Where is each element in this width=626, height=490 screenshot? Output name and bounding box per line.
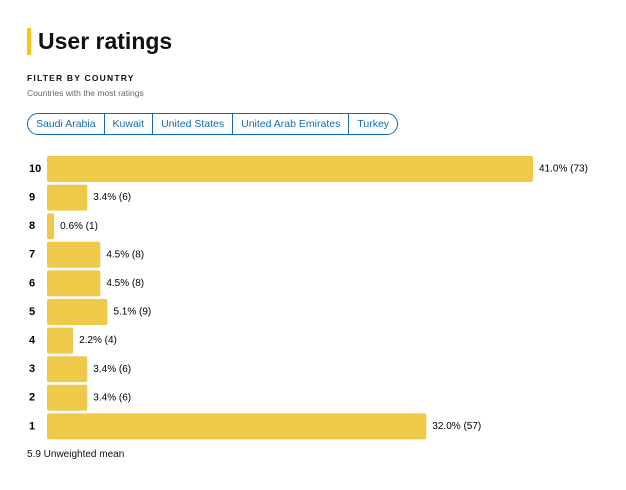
- rating-label: 3: [29, 363, 35, 375]
- subtitle: Countries with the most ratings: [27, 88, 144, 98]
- bar: [47, 299, 108, 325]
- bar: [47, 213, 55, 240]
- bar: [47, 413, 427, 440]
- filter-button[interactable]: United Arab Emirates: [232, 114, 348, 134]
- rating-label: 4: [29, 335, 36, 347]
- rating-label: 9: [29, 192, 35, 204]
- value-label: 0.6% (1): [60, 221, 98, 232]
- bar: [47, 241, 101, 268]
- rating-label: 6: [29, 277, 35, 289]
- value-label: 2.2% (4): [79, 335, 117, 346]
- value-label: 4.5% (8): [106, 278, 144, 289]
- filter-button[interactable]: United States: [152, 114, 232, 134]
- bar: [47, 356, 88, 383]
- value-label: 5.1% (9): [113, 307, 151, 318]
- rating-label: 7: [29, 249, 35, 261]
- value-label: 3.4% (6): [93, 364, 131, 375]
- bar: [47, 184, 88, 211]
- value-label: 4.5% (8): [106, 249, 144, 260]
- bar: [47, 156, 533, 182]
- filter-button[interactable]: Turkey: [348, 114, 397, 134]
- title: User ratings: [27, 28, 172, 55]
- value-label: 3.4% (6): [93, 192, 131, 203]
- rating-label: 8: [29, 220, 35, 232]
- rating-label: 1: [29, 420, 35, 432]
- rating-label: 10: [29, 163, 41, 175]
- filter-label: FILTER BY COUNTRY: [27, 73, 135, 83]
- bar: [47, 384, 88, 411]
- footer: 5.9 Unweighted mean: [27, 449, 125, 460]
- value-label: 41.0% (73): [539, 164, 588, 175]
- value-label: 3.4% (6): [93, 392, 131, 403]
- rating-label: 5: [29, 306, 35, 318]
- bar: [47, 270, 101, 297]
- value-label: 32.0% (57): [432, 421, 481, 432]
- filter-group: Saudi Arabia Kuwait United States United Ar…: [27, 113, 399, 135]
- filter-button[interactable]: Kuwait: [103, 114, 153, 134]
- filter-button[interactable]: Saudi Arabia: [36, 118, 96, 130]
- bar: [47, 327, 74, 354]
- rating-label: 2: [29, 392, 35, 404]
